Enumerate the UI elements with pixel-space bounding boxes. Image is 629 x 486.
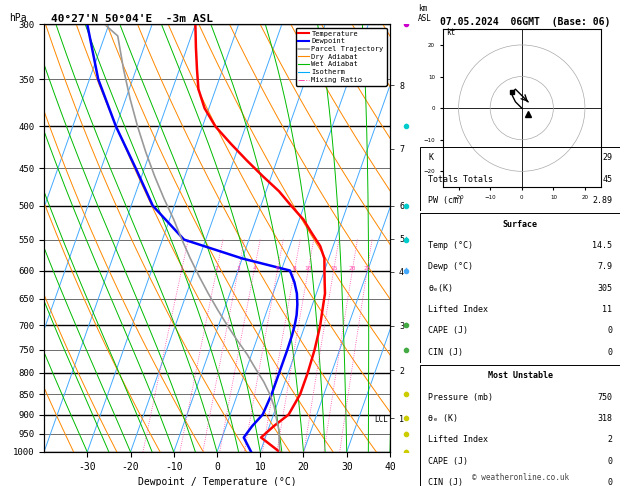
Text: 11: 11: [602, 305, 612, 314]
Text: © weatheronline.co.uk: © weatheronline.co.uk: [472, 473, 569, 482]
Text: 0: 0: [607, 457, 612, 466]
Text: CAPE (J): CAPE (J): [428, 327, 468, 335]
Text: CIN (J): CIN (J): [428, 478, 463, 486]
Text: Dewp (°C): Dewp (°C): [428, 262, 473, 271]
Text: CIN (J): CIN (J): [428, 348, 463, 357]
Text: 15: 15: [330, 265, 337, 271]
Text: Pressure (mb): Pressure (mb): [428, 393, 493, 401]
Text: Most Unstable: Most Unstable: [487, 371, 553, 380]
Text: 07.05.2024  06GMT  (Base: 06): 07.05.2024 06GMT (Base: 06): [440, 17, 610, 27]
Text: 7.9: 7.9: [597, 262, 612, 271]
Text: 4: 4: [252, 265, 256, 271]
Legend: Temperature, Dewpoint, Parcel Trajectory, Dry Adiabat, Wet Adiabat, Isotherm, Mi: Temperature, Dewpoint, Parcel Trajectory…: [296, 28, 386, 86]
Text: θₑ(K): θₑ(K): [428, 284, 453, 293]
Text: Surface: Surface: [503, 220, 538, 228]
Text: 6: 6: [276, 265, 279, 271]
Text: 25: 25: [364, 265, 371, 271]
Text: 14.5: 14.5: [592, 241, 612, 250]
Text: 750: 750: [597, 393, 612, 401]
Text: hPa: hPa: [9, 14, 27, 23]
Text: Lifted Index: Lifted Index: [428, 305, 488, 314]
Text: Lifted Index: Lifted Index: [428, 435, 488, 444]
Text: 45: 45: [602, 175, 612, 184]
Text: θₑ (K): θₑ (K): [428, 414, 458, 423]
Text: CAPE (J): CAPE (J): [428, 457, 468, 466]
Text: 10: 10: [304, 265, 312, 271]
Text: 20: 20: [348, 265, 356, 271]
Text: 0: 0: [607, 478, 612, 486]
Text: Totals Totals: Totals Totals: [428, 175, 493, 184]
Text: kt: kt: [446, 29, 455, 37]
Text: 318: 318: [597, 414, 612, 423]
Text: km
ASL: km ASL: [418, 4, 431, 23]
Text: PW (cm): PW (cm): [428, 196, 463, 205]
Text: 305: 305: [597, 284, 612, 293]
Text: Temp (°C): Temp (°C): [428, 241, 473, 250]
Text: 2: 2: [214, 265, 218, 271]
Text: K: K: [428, 154, 433, 162]
Text: 0: 0: [607, 327, 612, 335]
Text: 29: 29: [602, 154, 612, 162]
Text: 0: 0: [607, 348, 612, 357]
Text: 3: 3: [237, 265, 240, 271]
X-axis label: Dewpoint / Temperature (°C): Dewpoint / Temperature (°C): [138, 477, 296, 486]
Text: 8: 8: [292, 265, 296, 271]
Text: 2.89: 2.89: [592, 196, 612, 205]
Text: 1: 1: [180, 265, 184, 271]
Text: 40°27'N 50°04'E  -3m ASL: 40°27'N 50°04'E -3m ASL: [51, 14, 213, 23]
Text: LCL: LCL: [374, 415, 388, 424]
Text: 2: 2: [607, 435, 612, 444]
